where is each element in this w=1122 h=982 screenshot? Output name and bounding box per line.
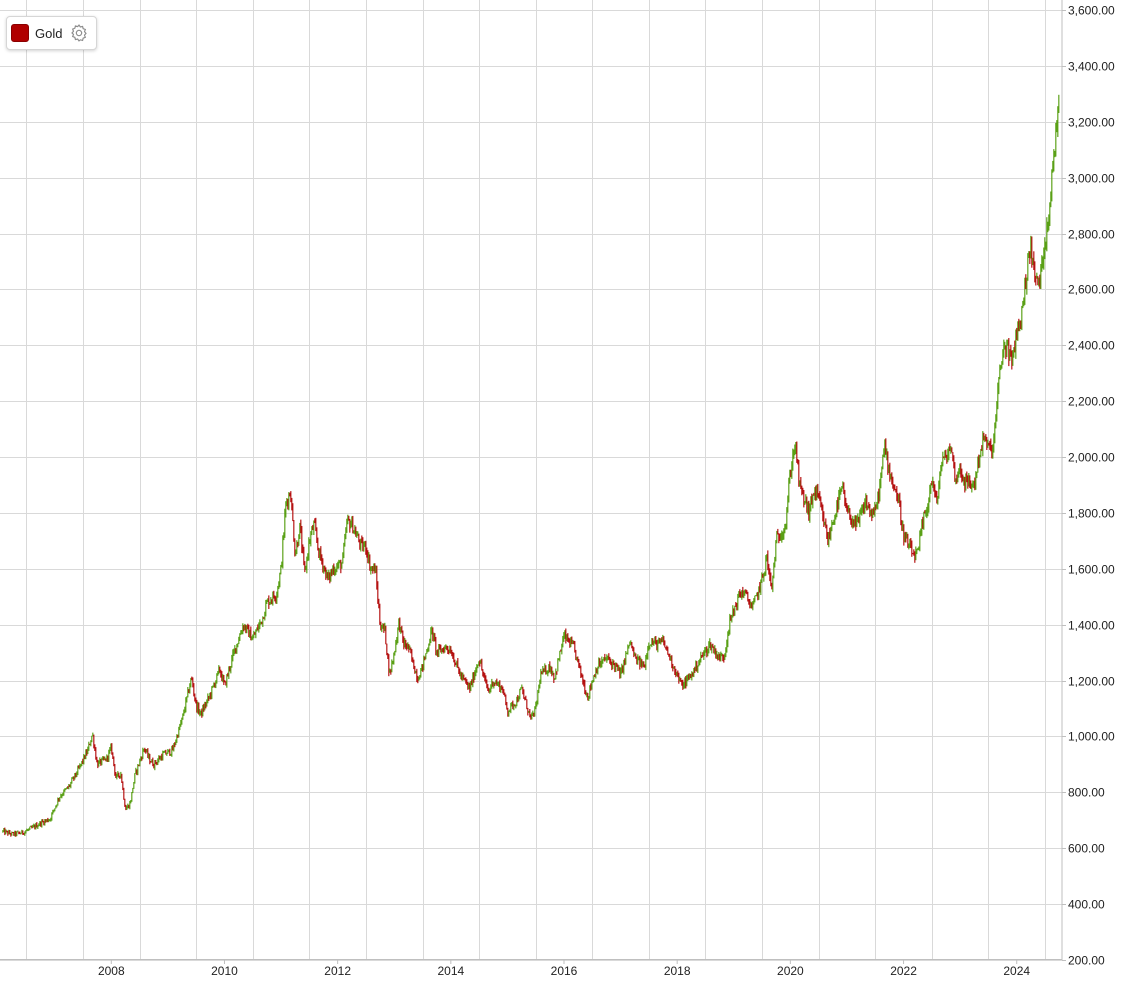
gear-icon[interactable] [68,22,90,44]
y-tick-label: 600.00 [1068,842,1105,856]
y-tick-label: 3,600.00 [1068,4,1115,18]
y-tick-label: 3,200.00 [1068,116,1115,130]
y-tick-label: 2,600.00 [1068,283,1115,297]
x-axis: 2008 2010 2012 2014 2016 2018 2020 2022 2024 [98,960,1030,978]
y-tick-label: 2,800.00 [1068,228,1115,242]
legend-series-label: Gold [35,25,63,41]
y-tick-label: 1,200.00 [1068,675,1115,689]
y-tick-label: 400.00 [1068,898,1105,912]
x-tick-label: 2016 [551,964,578,978]
x-tick-label: 2012 [324,964,351,978]
legend: Gold [6,16,98,50]
y-tick-label: 3,400.00 [1068,60,1115,74]
x-tick-label: 2024 [1003,964,1030,978]
x-tick-label: 2020 [777,964,804,978]
series-color-swatch [11,24,29,42]
x-tick-label: 2018 [664,964,691,978]
plot-area [0,0,1062,960]
x-tick-label: 2010 [211,964,238,978]
y-tick-label: 2,400.00 [1068,339,1115,353]
y-tick-label: 2,000.00 [1068,451,1115,465]
x-tick-label: 2008 [98,964,125,978]
y-tick-label: 1,000.00 [1068,730,1115,744]
candlestick-series [2,94,1060,837]
grid [0,0,1062,961]
y-tick-label: 800.00 [1068,786,1105,800]
y-tick-label: 3,000.00 [1068,172,1115,186]
x-tick-label: 2014 [437,964,464,978]
y-tick-label: 2,200.00 [1068,395,1115,409]
y-tick-label: 1,600.00 [1068,563,1115,577]
y-tick-label: 200.00 [1068,954,1105,968]
x-tick-label: 2022 [890,964,917,978]
y-tick-label: 1,800.00 [1068,507,1115,521]
y-axis: 200.00 400.00 600.00 800.00 1,000.00 1,200.00… [1062,4,1115,968]
y-tick-label: 1,400.00 [1068,619,1115,633]
